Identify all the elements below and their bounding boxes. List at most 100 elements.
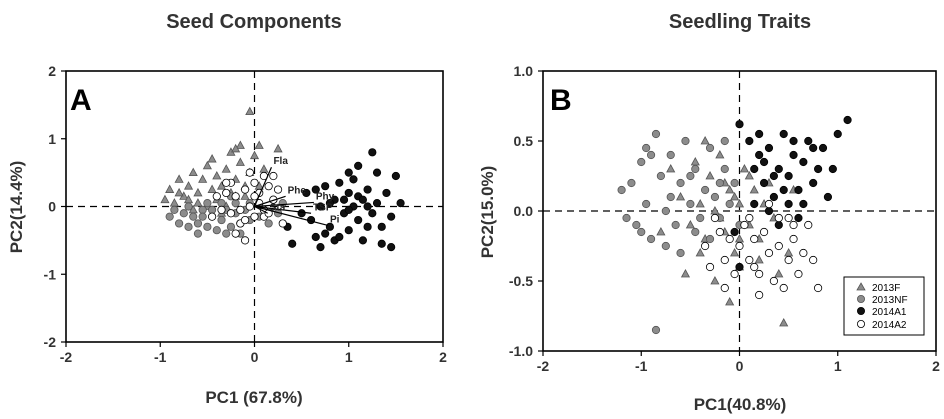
data-point-2014a1 — [288, 239, 297, 248]
data-point-2013nf — [646, 234, 656, 244]
data-point-2014a1 — [755, 129, 764, 139]
data-point-2014a2 — [269, 171, 278, 181]
data-point-2013f — [710, 275, 720, 285]
data-point-2014a1 — [804, 136, 813, 146]
data-point-2014a2 — [264, 182, 273, 191]
data-point-2013f — [680, 268, 691, 278]
data-point-2014a2 — [212, 192, 221, 201]
panel-a-ylabel: PC2(14.4%) — [7, 161, 26, 254]
x-tick-label-a: -1 — [154, 349, 167, 365]
data-point-2013f — [690, 156, 700, 166]
data-point-2013f — [254, 140, 264, 149]
data-point-2014a1 — [794, 185, 803, 195]
panel-b-xlabel: PC1(40.8%) — [694, 395, 787, 414]
data-point-2013nf — [676, 248, 685, 258]
data-point-2014a2 — [750, 234, 759, 244]
data-point-2013nf — [705, 143, 715, 153]
y-tick-label-b: 0.5 — [514, 133, 534, 149]
data-point-2013f — [193, 198, 203, 207]
data-point-2013nf — [642, 199, 651, 209]
data-point-2013nf — [212, 226, 221, 235]
data-point-2014a2 — [794, 269, 803, 279]
data-point-2013f — [695, 247, 705, 257]
data-point-2013f — [221, 164, 231, 173]
data-point-2014a2 — [720, 283, 729, 293]
data-point-2013nf — [701, 185, 710, 195]
legend-label-2013nf: 2013NF — [872, 295, 908, 306]
panel-b-marks — [617, 115, 852, 335]
data-point-2014a1 — [769, 192, 778, 202]
data-point-2013f — [207, 184, 217, 193]
y-tick-label-b: 0.0 — [514, 203, 534, 219]
data-point-2014a2 — [222, 178, 231, 187]
data-point-2014a1 — [779, 185, 788, 195]
data-point-2013f — [259, 164, 269, 173]
data-point-2013f — [695, 198, 705, 208]
loading-label-tsp: TSP — [313, 202, 333, 213]
data-point-2013f — [231, 143, 241, 153]
legend-marker-2013f — [856, 282, 866, 291]
data-point-2013f — [188, 167, 198, 177]
data-point-2014a2 — [764, 248, 774, 258]
data-point-2014a1 — [750, 199, 759, 209]
data-point-2014a1 — [396, 199, 405, 208]
legend-label-2013f: 2013F — [872, 283, 900, 294]
data-point-2014a2 — [779, 283, 788, 293]
panel-a-letter: A — [70, 84, 92, 117]
data-point-2014a1 — [339, 195, 349, 204]
x-tick-label-b: -1 — [635, 358, 648, 374]
data-point-2014a1 — [335, 178, 344, 187]
data-point-2014a1 — [799, 199, 808, 209]
data-point-2014a1 — [382, 188, 391, 198]
panel-a: Seed Components PC2(14.4%) PC1 (67.8%) -… — [7, 11, 447, 407]
panel-b-letter: B — [550, 84, 572, 117]
data-point-2014a1 — [377, 239, 386, 248]
data-point-2013nf — [661, 206, 670, 216]
x-tick-label-a: 2 — [439, 349, 447, 365]
legend-item-2013f: 2013F — [856, 282, 900, 294]
data-point-2014a1 — [321, 182, 330, 191]
legend-label-2014a2: 2014A2 — [872, 320, 907, 331]
legend: 2013F 2013NF 2014A1 2014A2 — [843, 276, 925, 336]
data-point-2014a1 — [335, 232, 344, 242]
data-point-2013f — [779, 317, 789, 327]
data-point-2013f — [784, 247, 794, 257]
data-point-2013nf — [175, 219, 184, 228]
data-point-2013f — [700, 135, 710, 145]
legend-box — [843, 276, 925, 336]
data-point-2013nf — [715, 178, 724, 188]
data-point-2014a2 — [774, 241, 783, 251]
data-point-2013nf — [651, 325, 661, 335]
data-point-2014a2 — [250, 192, 259, 201]
data-point-2013f — [739, 163, 749, 173]
data-point-2014a2 — [789, 220, 798, 230]
legend-marker-2014a1 — [857, 306, 866, 315]
data-point-2014a1 — [794, 213, 803, 223]
data-point-2014a1 — [372, 168, 382, 177]
data-point-2013nf — [666, 150, 675, 160]
data-point-2014a1 — [368, 148, 377, 157]
data-point-2014a2 — [769, 276, 778, 286]
data-point-2013f — [685, 219, 695, 229]
data-point-2013f — [749, 184, 759, 194]
data-point-2014a2 — [730, 269, 739, 279]
data-point-2013nf — [226, 222, 236, 231]
x-tick-label-b: -2 — [537, 358, 550, 374]
data-point-2013nf — [165, 212, 174, 221]
y-tick-label-a: -1 — [44, 266, 57, 282]
data-point-2014a1 — [302, 188, 311, 198]
legend-item-2014a2: 2014A2 — [857, 319, 907, 331]
data-point-2014a2 — [231, 229, 240, 238]
data-point-2013nf — [627, 178, 636, 188]
data-point-2014a2 — [784, 255, 793, 265]
data-point-2014a1 — [764, 143, 774, 153]
data-point-2014a2 — [774, 213, 783, 223]
legend-label-2014a1: 2014A1 — [872, 307, 907, 318]
data-point-2014a2 — [273, 185, 283, 194]
data-point-2013nf — [637, 157, 646, 167]
data-point-2013nf — [193, 229, 203, 238]
data-point-2014a2 — [750, 262, 759, 272]
data-point-2014a1 — [730, 227, 739, 237]
data-point-2013f — [725, 296, 735, 306]
data-point-2013f — [730, 191, 740, 201]
